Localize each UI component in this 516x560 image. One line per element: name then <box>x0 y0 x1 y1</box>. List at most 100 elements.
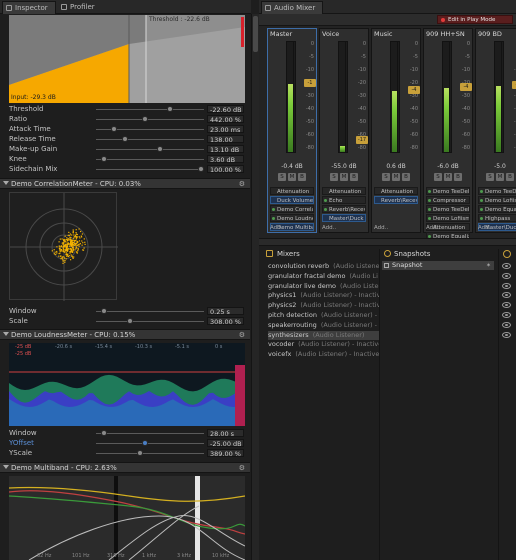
eye-icon[interactable] <box>502 272 511 279</box>
mute-button[interactable]: M <box>444 173 452 181</box>
foldout-arrow-icon[interactable] <box>3 465 9 469</box>
param-slider-knob[interactable] <box>111 126 118 132</box>
mixer-list-item[interactable]: granulator live demo (Audio Lister <box>268 282 380 291</box>
mixer-list-item[interactable]: physics2 (Audio Listener) - Inactiv <box>268 301 380 310</box>
bypass-button[interactable]: B <box>506 173 514 181</box>
foldout-arrow-icon[interactable] <box>3 332 9 336</box>
param-value-field[interactable]: 3.60 dB <box>207 155 244 164</box>
multiband-header[interactable]: Demo Multiband - CPU: 2.63% ⚙ <box>0 462 250 473</box>
mixer-channel-strip[interactable]: 909 HH+SN0-5-10-20-30-40-50-60-80-4-6.0 … <box>423 28 473 238</box>
effect-slot[interactable]: Attenuation <box>374 187 418 195</box>
volume-fader[interactable]: -1 <box>512 81 516 89</box>
param-value-field[interactable]: 0.25 s <box>207 307 244 316</box>
param-slider-track[interactable] <box>96 453 204 454</box>
eye-icon[interactable] <box>502 302 511 309</box>
effect-slot[interactable]: Compressor <box>426 196 470 204</box>
tab-profiler[interactable]: Profiler <box>58 1 110 14</box>
effect-enabled-icon[interactable] <box>272 208 275 211</box>
param-slider-knob[interactable] <box>141 116 148 122</box>
param-value-field[interactable]: -25.00 dB <box>207 439 244 448</box>
effect-enabled-icon[interactable] <box>480 217 483 220</box>
effect-slot[interactable]: Demo Lofiism <box>426 214 470 222</box>
add-effect-button[interactable]: Add.. <box>322 225 337 231</box>
param-slider-knob[interactable] <box>121 136 128 142</box>
effect-slot[interactable]: Master\Duck <box>478 223 516 231</box>
volume-fader[interactable]: -4 <box>408 86 420 94</box>
effect-slot[interactable]: Demo Lofiism <box>478 196 516 204</box>
effect-slot[interactable]: Reverb\Recev <box>322 205 366 213</box>
effect-slot[interactable]: Reverb\Recev <box>374 196 418 204</box>
solo-button[interactable]: S <box>434 173 442 181</box>
inspector-scrollbar[interactable] <box>251 14 259 560</box>
eye-icon[interactable] <box>502 312 511 318</box>
multiband-crossover-high[interactable] <box>195 476 200 560</box>
effect-enabled-icon[interactable] <box>272 217 275 220</box>
param-slider-knob[interactable] <box>198 166 204 172</box>
effect-slot[interactable]: Demo TeeDel <box>426 205 470 213</box>
snapshot-star-icon[interactable]: ✶ <box>485 262 491 269</box>
edit-in-play-mode-button[interactable]: Edit in Play Mode <box>437 15 513 24</box>
effect-enabled-icon[interactable] <box>480 199 483 202</box>
volume-fader[interactable]: -4 <box>460 83 472 91</box>
mute-button[interactable]: M <box>340 173 348 181</box>
mixer-list-item[interactable]: physics1 (Audio Listener) - Inactiv <box>268 291 380 300</box>
param-slider-track[interactable] <box>96 129 204 130</box>
effect-slot[interactable]: Attenuation <box>322 187 366 195</box>
effect-slot[interactable]: Demo Equaliz <box>426 232 470 238</box>
multiband-crossover-low[interactable] <box>114 476 118 560</box>
volume-fader[interactable]: -17 <box>356 136 368 144</box>
bypass-button[interactable]: B <box>298 173 306 181</box>
mixer-list-item[interactable]: vocoder (Audio Listener) - Inactive <box>268 340 380 349</box>
mixer-channel-strip[interactable]: Voice 0 -5 -10 -20 -30 -40 -50 -60 -80 -17 -55.0 dB… <box>319 28 369 233</box>
effect-slot[interactable]: Attenuation <box>270 187 314 195</box>
param-value-field[interactable]: 100.00 % <box>207 165 244 174</box>
effect-enabled-icon[interactable] <box>324 199 327 202</box>
eye-icon[interactable] <box>502 282 511 289</box>
add-effect-button[interactable]: Add.. <box>426 225 441 231</box>
param-slider-track[interactable] <box>96 109 204 110</box>
effect-slot[interactable]: Demo TeeDel <box>478 187 516 195</box>
param-slider-knob[interactable] <box>126 318 133 324</box>
param-slider-knob[interactable] <box>157 146 164 152</box>
effect-slot[interactable]: Highpass <box>478 214 516 222</box>
gear-icon[interactable]: ⚙ <box>238 180 245 188</box>
param-slider-track[interactable] <box>96 159 204 160</box>
snapshot-item[interactable]: Snapshot ✶ <box>382 261 494 270</box>
mute-button[interactable]: M <box>392 173 400 181</box>
param-value-field[interactable]: 28.00 s <box>207 429 244 438</box>
bypass-button[interactable]: B <box>454 173 462 181</box>
param-value-field[interactable]: 23.00 ms <box>207 125 244 134</box>
effect-enabled-icon[interactable] <box>480 190 483 193</box>
effect-slot[interactable]: Demo Equaliz <box>478 205 516 213</box>
param-slider-track[interactable] <box>96 311 204 312</box>
param-slider-knob[interactable] <box>141 440 148 446</box>
effect-enabled-icon[interactable] <box>428 208 431 211</box>
solo-button[interactable]: S <box>486 173 494 181</box>
add-effect-button[interactable]: Add.. <box>374 225 389 231</box>
eye-icon[interactable] <box>502 321 511 328</box>
solo-button[interactable]: S <box>278 173 286 181</box>
param-slider-track[interactable] <box>96 169 204 170</box>
correlation-meter-header[interactable]: Demo CorrelationMeter - CPU: 0.03% ⚙ <box>0 178 250 189</box>
param-value-field[interactable]: 442.00 % <box>207 115 244 124</box>
effect-slot[interactable]: Demo Loudnes <box>270 214 314 222</box>
param-slider-track[interactable] <box>96 119 204 120</box>
effect-slot[interactable]: Demo TeeDel <box>426 187 470 195</box>
param-value-field[interactable]: -22.60 dB <box>207 105 244 114</box>
param-value-field[interactable]: 138.00 ms <box>207 135 244 152</box>
eye-icon[interactable] <box>502 292 511 299</box>
mixer-channel-strip[interactable]: Music 0 -5 -10 -20 -30 -40 -50 -60 -80 -4 0.6 dB S M B… <box>371 28 421 233</box>
effect-slot[interactable]: Demo Multiba <box>270 223 314 231</box>
loudness-meter-header[interactable]: Demo LoudnessMeter - CPU: 0.15% ⚙ <box>0 329 250 340</box>
effect-enabled-icon[interactable] <box>324 208 327 211</box>
mixer-list-item[interactable]: pitch detection (Audio Listener) - I <box>268 311 380 320</box>
foldout-arrow-icon[interactable] <box>3 181 9 185</box>
mixer-channel-strip[interactable]: 909 BD0-5-10-20-30-40-50-60-80-1-5.0SMBD… <box>475 28 516 233</box>
effect-slot[interactable]: Echo <box>322 196 366 204</box>
tab-audio-mixer[interactable]: Audio Mixer <box>261 1 323 14</box>
effect-enabled-icon[interactable] <box>480 208 483 211</box>
volume-fader[interactable]: -1 <box>304 79 316 87</box>
param-slider-knob[interactable] <box>101 430 108 436</box>
mute-button[interactable]: M <box>496 173 504 181</box>
